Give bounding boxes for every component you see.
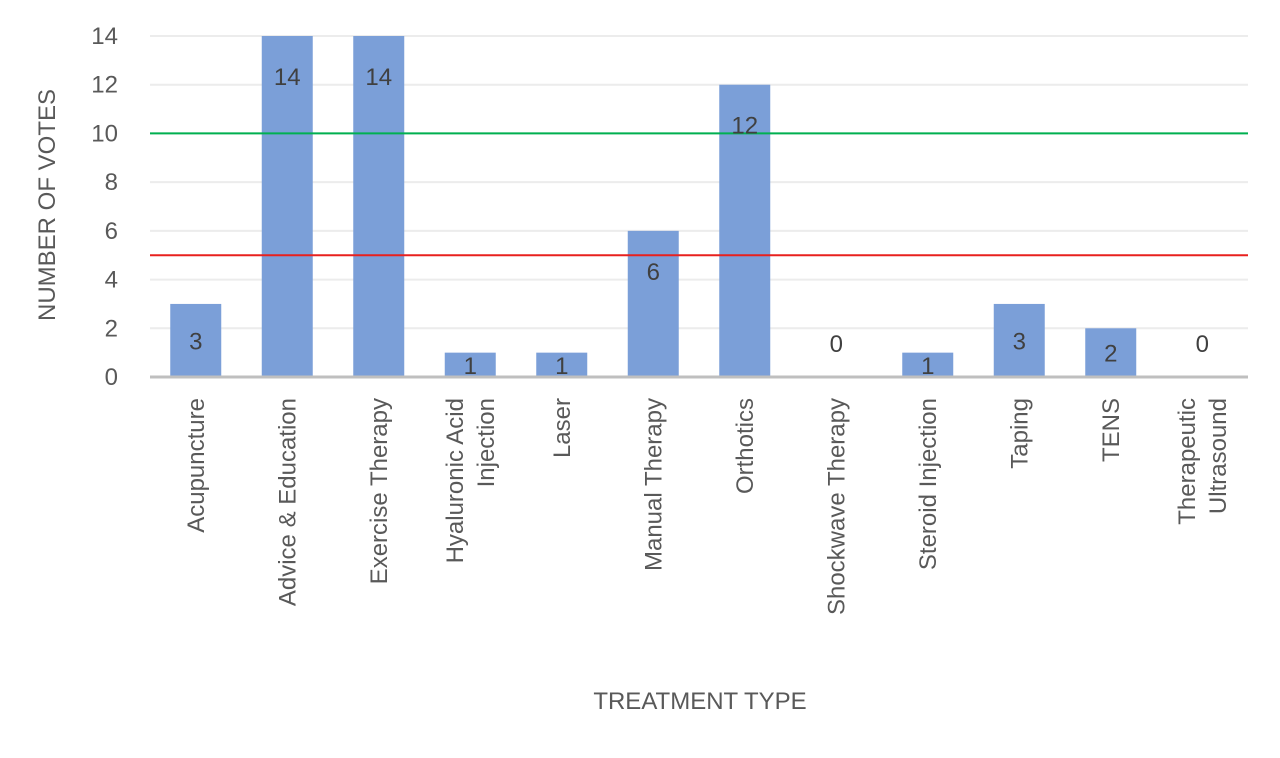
x-category-label: Advice & Education xyxy=(274,398,301,606)
category-labels: Acupuncture Advice & Education Exercise Th… xyxy=(183,398,1232,615)
y-tick-label: 4 xyxy=(105,267,118,294)
x-category-label: TENS xyxy=(1098,398,1125,462)
data-label: 1 xyxy=(555,353,568,380)
x-category-label: Orthotics xyxy=(732,398,759,494)
x-category-label-line: Therapeutic xyxy=(1174,398,1201,525)
x-category-label: Therapeutic Ultrasound xyxy=(1174,398,1232,525)
data-label: 0 xyxy=(1196,331,1209,358)
x-category-label-line: Exercise Therapy xyxy=(366,398,393,584)
bar xyxy=(536,352,588,377)
x-category-label-line: Injection xyxy=(473,398,500,487)
y-tick-label: 2 xyxy=(105,315,118,342)
bar xyxy=(444,352,496,377)
x-category-label-line: Advice & Education xyxy=(274,398,301,606)
x-category-label: Exercise Therapy xyxy=(366,398,393,584)
x-category-label: Taping xyxy=(1006,398,1033,469)
data-label: 1 xyxy=(464,353,477,380)
bar xyxy=(627,230,679,377)
data-label: 1 xyxy=(921,353,934,380)
bar xyxy=(993,303,1045,377)
x-category-label-line: Shockwave Therapy xyxy=(823,398,850,615)
y-tick-label: 10 xyxy=(91,120,118,147)
x-category-label: Hyaluronic Acid Injection xyxy=(442,398,500,563)
x-category-label: Steroid Injection xyxy=(915,398,942,570)
bar xyxy=(261,36,313,377)
x-category-label-line: Laser xyxy=(549,398,576,458)
bar xyxy=(1085,328,1137,377)
y-tick-label: 0 xyxy=(105,364,118,391)
bars xyxy=(170,36,1137,377)
y-axis-ticks: 0 2 4 6 8 10 12 14 xyxy=(91,23,118,391)
data-label: 2 xyxy=(1104,341,1117,368)
data-label: 3 xyxy=(189,328,202,355)
x-category-label-line: Ultrasound xyxy=(1205,398,1232,514)
x-axis-title: TREATMENT TYPE xyxy=(593,688,806,715)
bar xyxy=(170,303,222,377)
data-label: 0 xyxy=(830,331,843,358)
data-label: 14 xyxy=(365,64,392,91)
data-label: 14 xyxy=(274,64,301,91)
x-category-label-line: Acupuncture xyxy=(183,398,210,533)
gridlines xyxy=(150,35,1248,330)
y-tick-label: 14 xyxy=(91,23,118,50)
data-label: 6 xyxy=(647,259,660,286)
x-category-label-line: Manual Therapy xyxy=(640,398,667,571)
x-category-label-line: Orthotics xyxy=(732,398,759,494)
x-category-label: Laser xyxy=(549,398,576,458)
reference-lines xyxy=(150,132,1248,257)
data-labels: 3 14 14 1 1 6 12 0 1 3 2 0 xyxy=(189,64,1209,380)
y-axis-title: NUMBER OF VOTES xyxy=(34,89,61,321)
x-category-label: Manual Therapy xyxy=(640,398,667,571)
y-tick-label: 8 xyxy=(105,169,118,196)
x-category-label: Acupuncture xyxy=(183,398,210,533)
y-tick-label: 6 xyxy=(105,218,118,245)
x-category-label: Shockwave Therapy xyxy=(823,398,850,615)
x-category-label-line: Taping xyxy=(1006,398,1033,469)
x-category-label-line: TENS xyxy=(1098,398,1125,462)
data-label: 12 xyxy=(731,113,758,140)
bar xyxy=(902,352,954,377)
bar xyxy=(353,36,405,377)
x-category-label-line: Hyaluronic Acid xyxy=(442,398,469,563)
x-category-label-line: Steroid Injection xyxy=(915,398,942,570)
y-tick-label: 12 xyxy=(91,72,118,99)
data-label: 3 xyxy=(1013,328,1026,355)
